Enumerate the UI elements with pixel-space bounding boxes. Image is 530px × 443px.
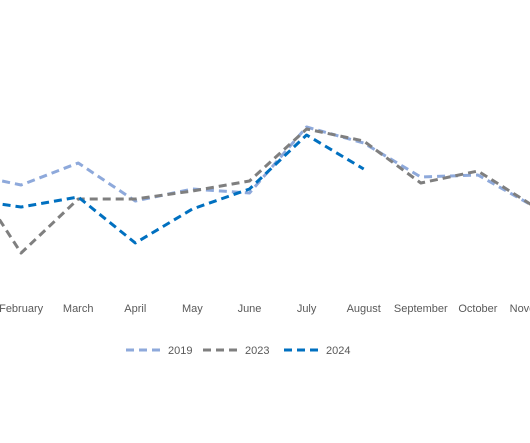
- x-tick-label: May: [182, 303, 203, 315]
- series-line-2024: [0, 133, 365, 245]
- x-tick-label: November: [510, 303, 530, 315]
- x-tick-label: October: [458, 303, 497, 315]
- legend: 2019 2023 2024: [126, 345, 350, 357]
- x-axis: JanuaryFebruaryMarchAprilMayJuneJulyAugu…: [0, 303, 530, 315]
- x-tick-label: April: [124, 303, 146, 315]
- x-tick-label: August: [347, 303, 381, 315]
- legend-label-2019: 2019: [168, 345, 192, 357]
- legend-label-2024: 2024: [326, 345, 350, 357]
- x-tick-label: July: [297, 303, 317, 315]
- legend-label-2023: 2023: [245, 345, 269, 357]
- series-line-2023: [0, 127, 530, 255]
- series-layer: [0, 125, 530, 255]
- x-tick-label: February: [0, 303, 44, 315]
- x-tick-label: September: [394, 303, 448, 315]
- series-line-2019: [0, 125, 530, 206]
- x-tick-label: June: [238, 303, 262, 315]
- x-tick-label: March: [63, 303, 94, 315]
